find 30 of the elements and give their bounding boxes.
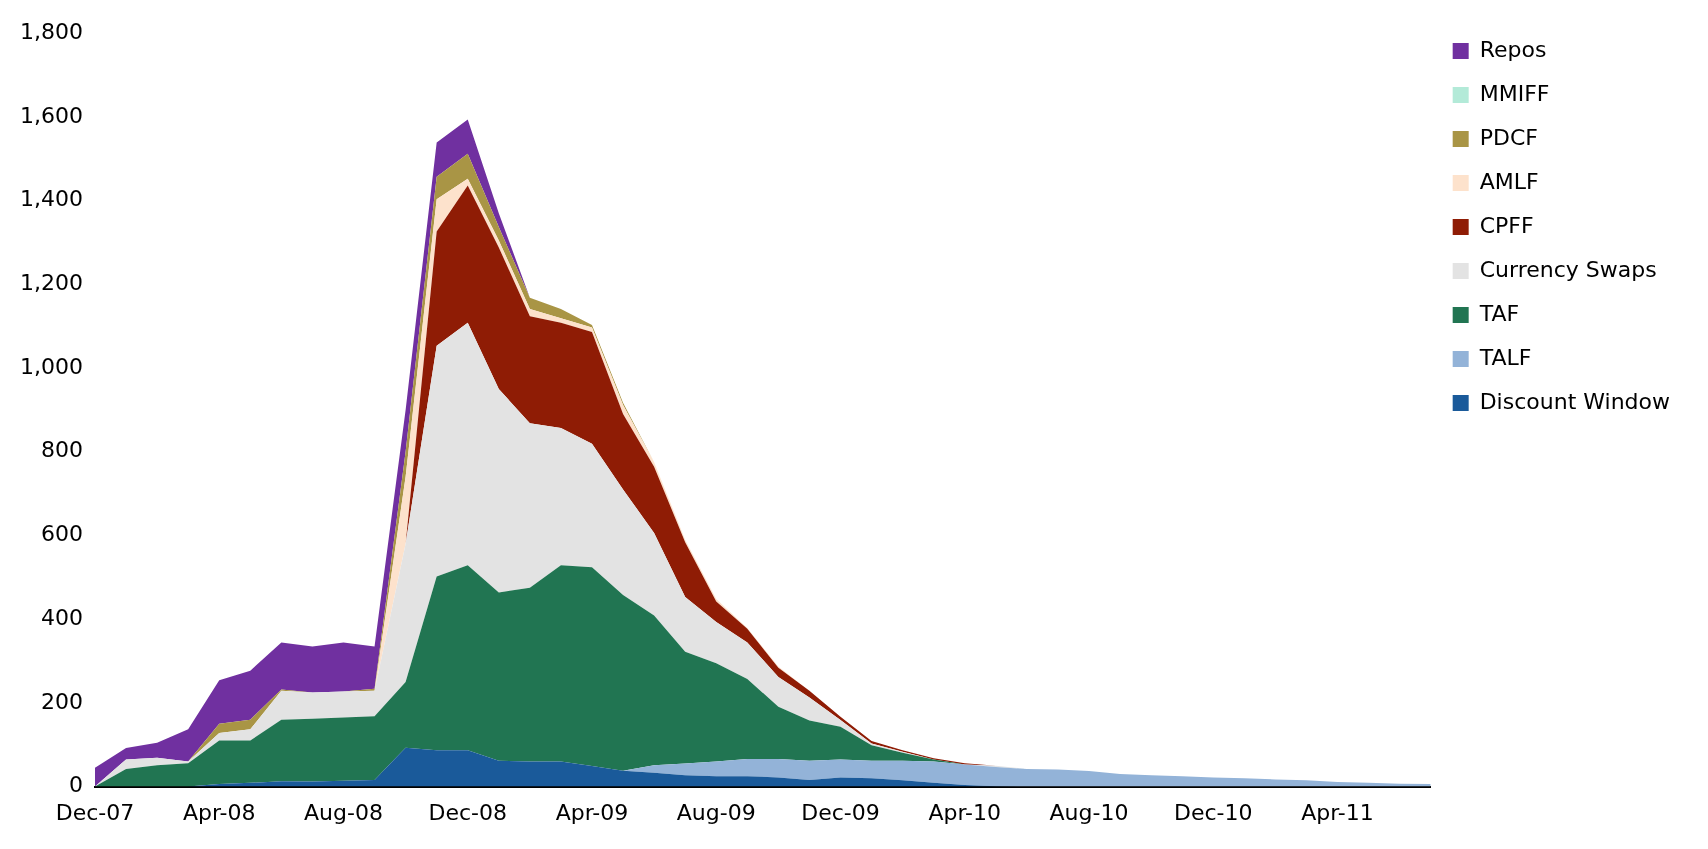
x-tick-label: Aug-08 [304, 799, 383, 825]
y-tick-label: 0 [68, 772, 83, 798]
legend-label: TAF [1478, 300, 1520, 326]
x-tick-label: Dec-09 [801, 799, 880, 825]
y-tick-label: 1,400 [20, 186, 83, 212]
y-tick-label: 1,800 [20, 18, 83, 44]
x-tick-label: Apr-09 [555, 799, 629, 825]
y-tick-label: 600 [40, 521, 83, 547]
y-tick-label: 400 [40, 604, 83, 630]
legend-label: PDCF [1479, 124, 1538, 150]
x-tick-label: Apr-11 [1301, 799, 1374, 825]
y-tick-label: 800 [40, 437, 83, 463]
x-tick-label: Apr-10 [928, 799, 1002, 825]
legend-label: TALF [1478, 344, 1532, 370]
x-tick-label: Aug-10 [1049, 799, 1129, 825]
y-tick-label: 200 [40, 688, 83, 714]
x-tick-label: Dec-07 [55, 799, 135, 825]
legend-label: AMLF [1479, 168, 1539, 194]
legend-label: CPFF [1479, 212, 1534, 238]
y-tick-label: 1,600 [20, 102, 83, 128]
y-tick-label: 1,200 [20, 270, 83, 296]
legend-label: MMIFF [1479, 80, 1550, 106]
x-tick-label: Dec-10 [1173, 799, 1253, 825]
legend-label: Currency Swaps [1479, 256, 1657, 282]
legend-label: Repos [1479, 36, 1547, 62]
x-tick-label: Apr-08 [182, 799, 256, 825]
x-tick-label: Dec-08 [428, 799, 507, 825]
y-tick-label: 1,000 [20, 353, 83, 379]
x-tick-label: Aug-09 [676, 799, 756, 825]
legend-label: Discount Window [1479, 388, 1671, 414]
